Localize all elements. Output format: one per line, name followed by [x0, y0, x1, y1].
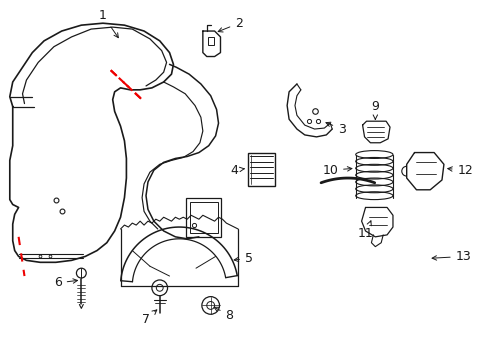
Bar — [207, 37, 213, 45]
Text: 2: 2 — [218, 17, 243, 32]
Text: 11: 11 — [357, 221, 373, 240]
Text: 13: 13 — [431, 250, 470, 263]
Text: 7: 7 — [142, 310, 157, 326]
Bar — [190, 202, 217, 233]
Text: 9: 9 — [370, 100, 379, 119]
Bar — [247, 153, 275, 186]
Text: 12: 12 — [447, 164, 472, 177]
Text: 3: 3 — [325, 122, 345, 136]
Text: 8: 8 — [214, 307, 233, 322]
Text: 4: 4 — [230, 164, 244, 177]
Text: 6: 6 — [54, 276, 77, 289]
Text: 10: 10 — [322, 164, 351, 177]
Text: 5: 5 — [234, 252, 252, 265]
Text: 1: 1 — [99, 9, 118, 38]
Bar — [186, 198, 221, 237]
